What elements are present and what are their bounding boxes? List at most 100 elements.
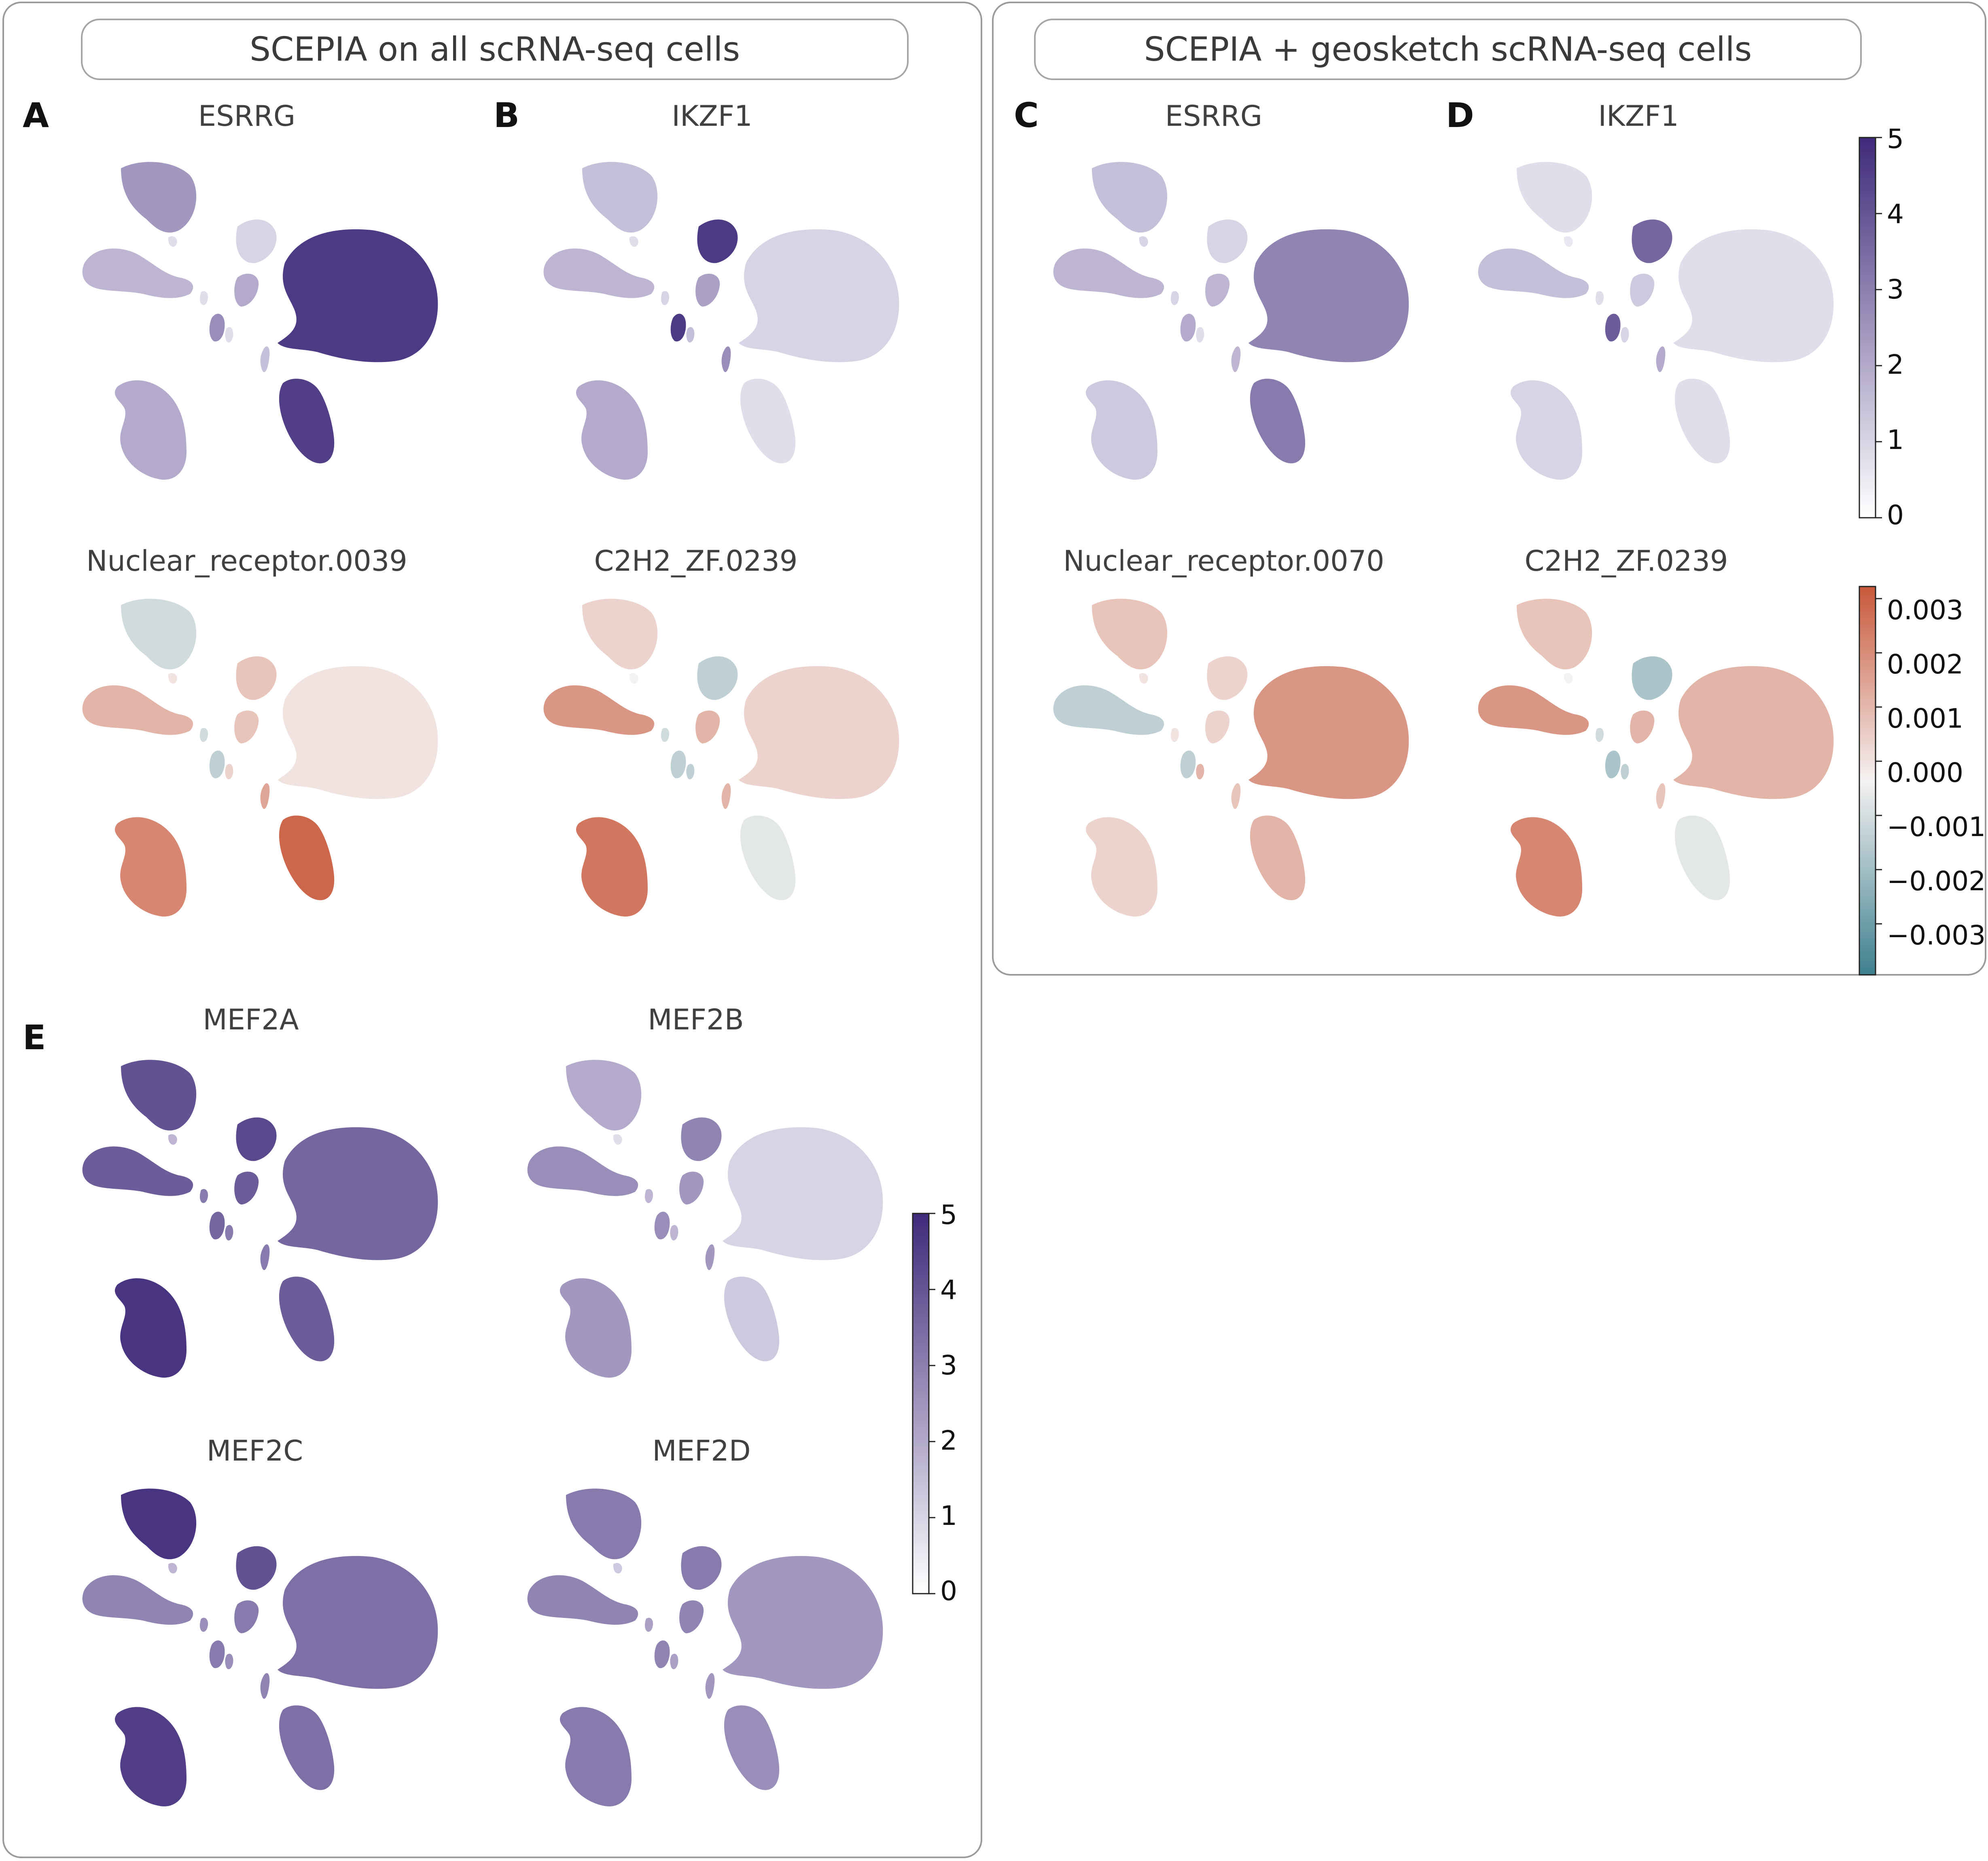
cbar-motif-tick-neg0.001: −0.001 bbox=[1887, 811, 1986, 843]
umap-cluster-c3 bbox=[543, 685, 655, 735]
umap-cluster-c6 bbox=[209, 750, 225, 779]
umap-cluster-c4 bbox=[1171, 728, 1179, 742]
umap-c-nuclear-receptor bbox=[1053, 599, 1409, 917]
umap-cluster-c0 bbox=[121, 1060, 197, 1131]
umap-cluster-c0 bbox=[582, 162, 658, 233]
umap-cluster-c2 bbox=[681, 1546, 722, 1590]
umap-cluster-c4 bbox=[1171, 291, 1179, 305]
colorbar-expression-bottom bbox=[912, 1213, 935, 1594]
umap-cluster-c7 bbox=[686, 764, 695, 779]
umap-cluster-c2 bbox=[1207, 656, 1248, 700]
umap-cluster-c0 bbox=[582, 599, 658, 669]
cbar-top-tick-0: 0 bbox=[1887, 500, 1904, 531]
umap-cluster-c6 bbox=[1180, 313, 1196, 342]
umap-cluster-c4 bbox=[1596, 728, 1604, 742]
umap-cluster-c1 bbox=[168, 1134, 177, 1145]
umap-cluster-c0 bbox=[1517, 599, 1592, 669]
plot-title-d-c2h2: C2H2_ZF.0239 bbox=[1524, 544, 1728, 578]
umap-cluster-c3 bbox=[527, 1575, 638, 1625]
umap-e-mef2a bbox=[82, 1060, 438, 1378]
umap-cluster-c4 bbox=[200, 1189, 208, 1203]
umap-cluster-c1 bbox=[629, 673, 638, 684]
umap-cluster-c11 bbox=[260, 1244, 270, 1270]
umap-cluster-c1 bbox=[1139, 673, 1148, 684]
umap-cluster-c6 bbox=[209, 313, 225, 342]
umap-cluster-c0 bbox=[1517, 162, 1592, 233]
umap-cluster-c0 bbox=[566, 1488, 642, 1559]
umap-cluster-c8 bbox=[560, 1278, 632, 1378]
umap-d-c2h2 bbox=[1478, 599, 1834, 917]
umap-cluster-c11 bbox=[260, 783, 270, 809]
umap-cluster-c5 bbox=[1205, 710, 1230, 743]
cbar-bottom-tick-4: 4 bbox=[940, 1275, 957, 1306]
umap-cluster-c2 bbox=[681, 1117, 722, 1161]
umap-cluster-c8 bbox=[1085, 380, 1157, 480]
umap-cluster-c5 bbox=[1630, 273, 1655, 307]
umap-a-esrrg bbox=[82, 162, 438, 480]
umap-cluster-c11 bbox=[721, 346, 731, 373]
umap-cluster-c4 bbox=[200, 728, 208, 742]
umap-cluster-c3 bbox=[82, 1146, 193, 1196]
umap-cluster-c5 bbox=[695, 710, 720, 743]
plot-title-b-c2h2: C2H2_ZF.0239 bbox=[594, 544, 798, 578]
cbar-motif-tick-0.002: 0.002 bbox=[1887, 649, 1963, 680]
umap-cluster-c10 bbox=[1250, 379, 1306, 464]
umap-cluster-c3 bbox=[82, 248, 193, 298]
umap-cluster-c3 bbox=[1053, 248, 1164, 298]
panel-letter-a: A bbox=[23, 95, 49, 135]
umap-cluster-c10 bbox=[740, 815, 796, 900]
cbar-top-tick-4: 4 bbox=[1887, 199, 1904, 230]
umap-cluster-c8 bbox=[114, 380, 187, 480]
umap-cluster-c10 bbox=[1674, 379, 1730, 464]
umap-cluster-c1 bbox=[168, 1563, 177, 1574]
umap-cluster-c8 bbox=[576, 817, 648, 917]
umap-cluster-c0 bbox=[121, 162, 197, 233]
umap-cluster-c9 bbox=[1673, 229, 1834, 362]
umap-cluster-c9 bbox=[1248, 229, 1409, 362]
umap-cluster-c3 bbox=[1053, 685, 1164, 735]
left-header: SCEPIA on all scRNA-seq cells bbox=[81, 19, 909, 80]
umap-cluster-c2 bbox=[236, 656, 277, 700]
cbar-bottom-tick-5: 5 bbox=[940, 1199, 957, 1230]
umap-cluster-c9 bbox=[739, 229, 899, 362]
umap-cluster-c1 bbox=[1564, 673, 1573, 684]
umap-cluster-c6 bbox=[1605, 313, 1621, 342]
umap-cluster-c6 bbox=[1605, 750, 1621, 779]
panel-letter-d: D bbox=[1446, 95, 1474, 135]
umap-cluster-c10 bbox=[279, 815, 335, 900]
umap-cluster-c5 bbox=[234, 1171, 259, 1205]
umap-cluster-c6 bbox=[654, 1640, 670, 1668]
umap-cluster-c5 bbox=[1630, 710, 1655, 743]
umap-cluster-c7 bbox=[225, 1654, 233, 1669]
colorbar-gradient bbox=[912, 1213, 930, 1594]
umap-cluster-c10 bbox=[724, 1705, 780, 1790]
umap-cluster-c6 bbox=[654, 1211, 670, 1240]
umap-cluster-c1 bbox=[629, 236, 638, 247]
umap-cluster-c9 bbox=[739, 666, 899, 799]
umap-cluster-c3 bbox=[82, 1575, 193, 1625]
umap-cluster-c1 bbox=[613, 1134, 622, 1145]
plot-title-d-ikzf1: IKZF1 bbox=[1598, 100, 1679, 133]
umap-cluster-c4 bbox=[200, 1618, 208, 1632]
umap-cluster-c9 bbox=[278, 666, 438, 799]
umap-cluster-c1 bbox=[1139, 236, 1148, 247]
umap-cluster-c3 bbox=[1478, 248, 1589, 298]
umap-cluster-c3 bbox=[82, 685, 193, 735]
umap-e-mef2b bbox=[527, 1060, 883, 1378]
plot-title-a-esrrg: ESRRG bbox=[198, 100, 296, 133]
umap-cluster-c9 bbox=[1248, 666, 1409, 799]
umap-cluster-c6 bbox=[670, 750, 686, 779]
umap-cluster-c11 bbox=[260, 346, 270, 373]
umap-cluster-c7 bbox=[225, 327, 233, 343]
plot-title-e-mef2c: MEF2C bbox=[206, 1434, 303, 1467]
plot-title-a-nuclear-receptor: Nuclear_receptor.0039 bbox=[86, 544, 407, 578]
umap-cluster-c0 bbox=[121, 599, 197, 669]
umap-cluster-c11 bbox=[260, 1673, 270, 1699]
umap-cluster-c8 bbox=[114, 1707, 187, 1806]
umap-cluster-c6 bbox=[1180, 750, 1196, 779]
umap-cluster-c11 bbox=[1231, 783, 1241, 809]
cbar-top-tick-1: 1 bbox=[1887, 424, 1904, 455]
umap-cluster-c5 bbox=[679, 1171, 704, 1205]
umap-cluster-c5 bbox=[234, 273, 259, 307]
umap-cluster-c10 bbox=[279, 379, 335, 464]
